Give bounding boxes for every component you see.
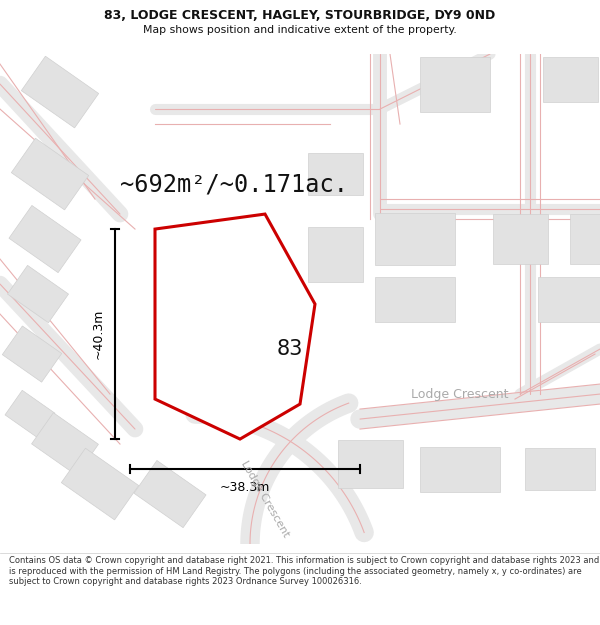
Polygon shape (337, 440, 403, 488)
Polygon shape (308, 153, 362, 195)
Polygon shape (542, 56, 598, 101)
Polygon shape (11, 138, 89, 210)
Polygon shape (5, 390, 55, 438)
Text: ~40.3m: ~40.3m (92, 309, 105, 359)
Text: 83, LODGE CRESCENT, HAGLEY, STOURBRIDGE, DY9 0ND: 83, LODGE CRESCENT, HAGLEY, STOURBRIDGE,… (104, 9, 496, 22)
Text: ~692m²/~0.171ac.: ~692m²/~0.171ac. (120, 172, 348, 196)
Polygon shape (538, 276, 600, 321)
Polygon shape (420, 56, 490, 111)
Polygon shape (22, 56, 98, 128)
Polygon shape (155, 214, 315, 439)
Polygon shape (375, 276, 455, 321)
Polygon shape (2, 326, 62, 382)
Text: ~38.3m: ~38.3m (220, 481, 270, 494)
Text: Contains OS data © Crown copyright and database right 2021. This information is : Contains OS data © Crown copyright and d… (9, 556, 599, 586)
Polygon shape (9, 206, 81, 272)
Text: Map shows position and indicative extent of the property.: Map shows position and indicative extent… (143, 25, 457, 35)
Text: 83: 83 (277, 339, 303, 359)
Polygon shape (420, 446, 500, 491)
Polygon shape (570, 214, 600, 264)
Text: Lodge Crescent: Lodge Crescent (239, 459, 291, 539)
Polygon shape (61, 448, 139, 520)
Polygon shape (375, 213, 455, 265)
Polygon shape (493, 214, 548, 264)
Polygon shape (7, 266, 68, 322)
Polygon shape (308, 226, 362, 281)
Text: Lodge Crescent: Lodge Crescent (411, 388, 509, 401)
Polygon shape (32, 412, 98, 476)
Polygon shape (525, 448, 595, 490)
Polygon shape (134, 461, 206, 528)
